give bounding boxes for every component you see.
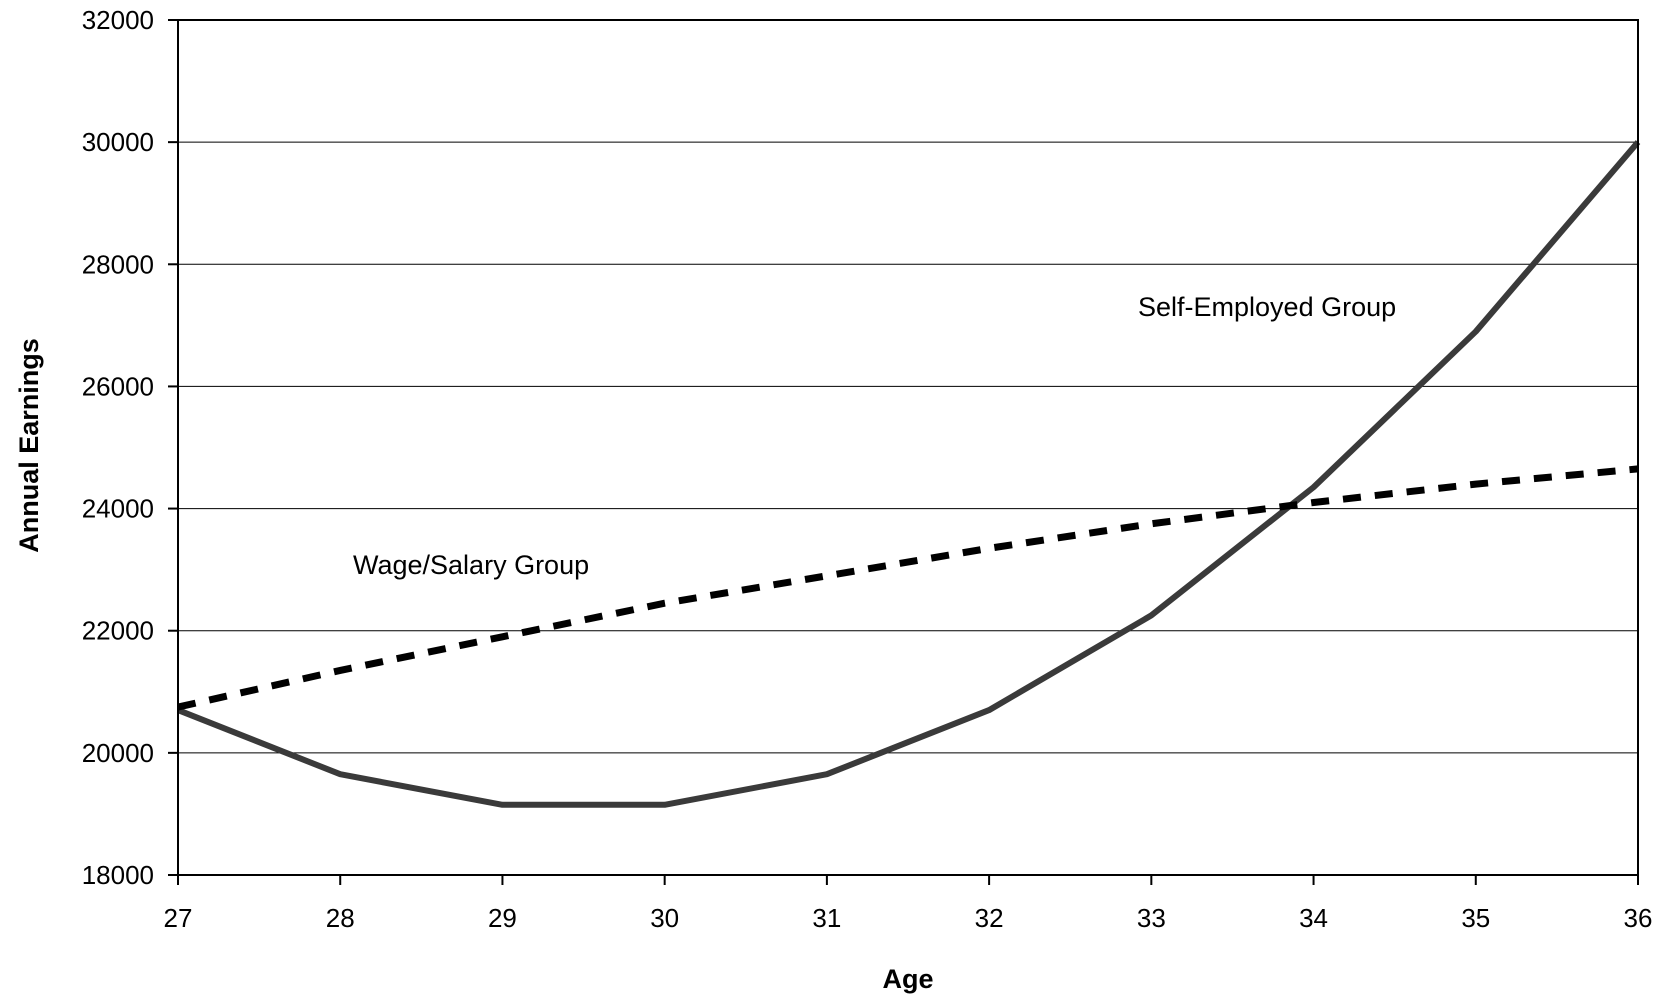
wage-salary-series-line [177, 465, 1639, 711]
y-tick-label: 28000 [82, 249, 154, 279]
self-employed-series-line [176, 140, 1641, 808]
x-tick-label: 35 [1461, 903, 1490, 933]
x-tick-label: 33 [1137, 903, 1166, 933]
plot-area-frame [177, 19, 1639, 876]
y-axis-title: Annual Earnings [14, 338, 44, 553]
series-lines [176, 140, 1641, 808]
y-tick-label: 26000 [82, 371, 154, 401]
y-tick-label: 24000 [82, 494, 154, 524]
x-tick-label: 29 [488, 903, 517, 933]
y-tick-label: 32000 [82, 5, 154, 35]
wage-salary-annotation: Wage/Salary Group [353, 550, 589, 580]
x-tick-label: 30 [650, 903, 679, 933]
x-tick-label: 31 [812, 903, 841, 933]
x-axis-title: Age [882, 964, 933, 994]
y-axis-tick-labels: 18000 20000 22000 24000 26000 28000 30000 32000 [82, 5, 154, 890]
y-tick-label: 20000 [82, 738, 154, 768]
y-tick-label: 18000 [82, 860, 154, 890]
axis-ticks [168, 19, 1639, 885]
gridlines [178, 141, 1638, 754]
y-tick-label: 30000 [82, 127, 154, 157]
x-tick-label: 36 [1624, 903, 1653, 933]
x-tick-label: 28 [326, 903, 355, 933]
y-tick-label: 22000 [82, 616, 154, 646]
x-tick-label: 34 [1299, 903, 1328, 933]
x-axis-tick-labels: 27 28 29 30 31 32 33 34 35 36 [164, 903, 1653, 933]
self-employed-annotation: Self-Employed Group [1138, 292, 1396, 322]
x-tick-label: 27 [164, 903, 193, 933]
x-tick-label: 32 [975, 903, 1004, 933]
